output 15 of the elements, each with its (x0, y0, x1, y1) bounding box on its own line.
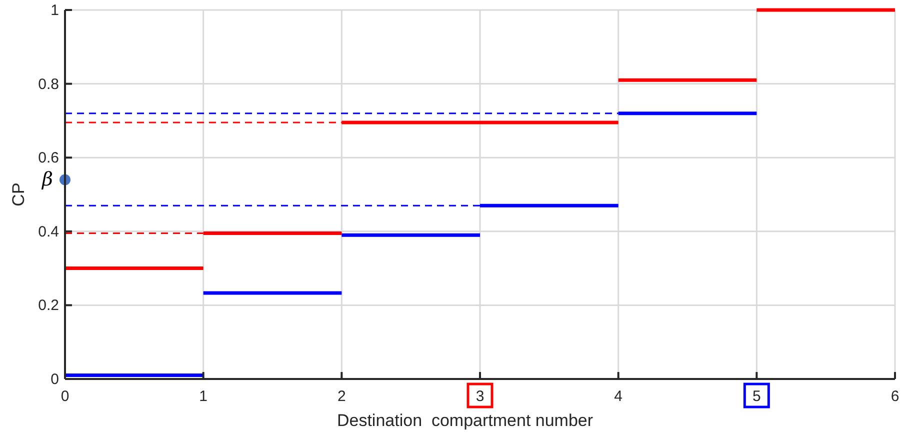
x-axis-title: Destination compartment number (336, 411, 594, 430)
x-tick-label: 3 (476, 388, 484, 405)
x-tick-label: 1 (199, 388, 208, 405)
x-tick-label: 4 (614, 388, 623, 405)
y-tick-label: 0 (50, 371, 59, 388)
y-tick-label: 0.8 (38, 76, 59, 93)
x-tick-label: 6 (890, 388, 900, 405)
y-axis-title: CP (9, 182, 28, 206)
x-tick-label: 5 (752, 388, 761, 405)
y-tick-label: 1 (50, 2, 59, 19)
y-tick-label: 0.6 (38, 150, 59, 167)
x-tick-label: 2 (337, 388, 346, 405)
y-tick-label: 0.4 (38, 223, 59, 240)
y-tick-label: 0.2 (38, 297, 59, 314)
annotation: β (41, 168, 54, 191)
